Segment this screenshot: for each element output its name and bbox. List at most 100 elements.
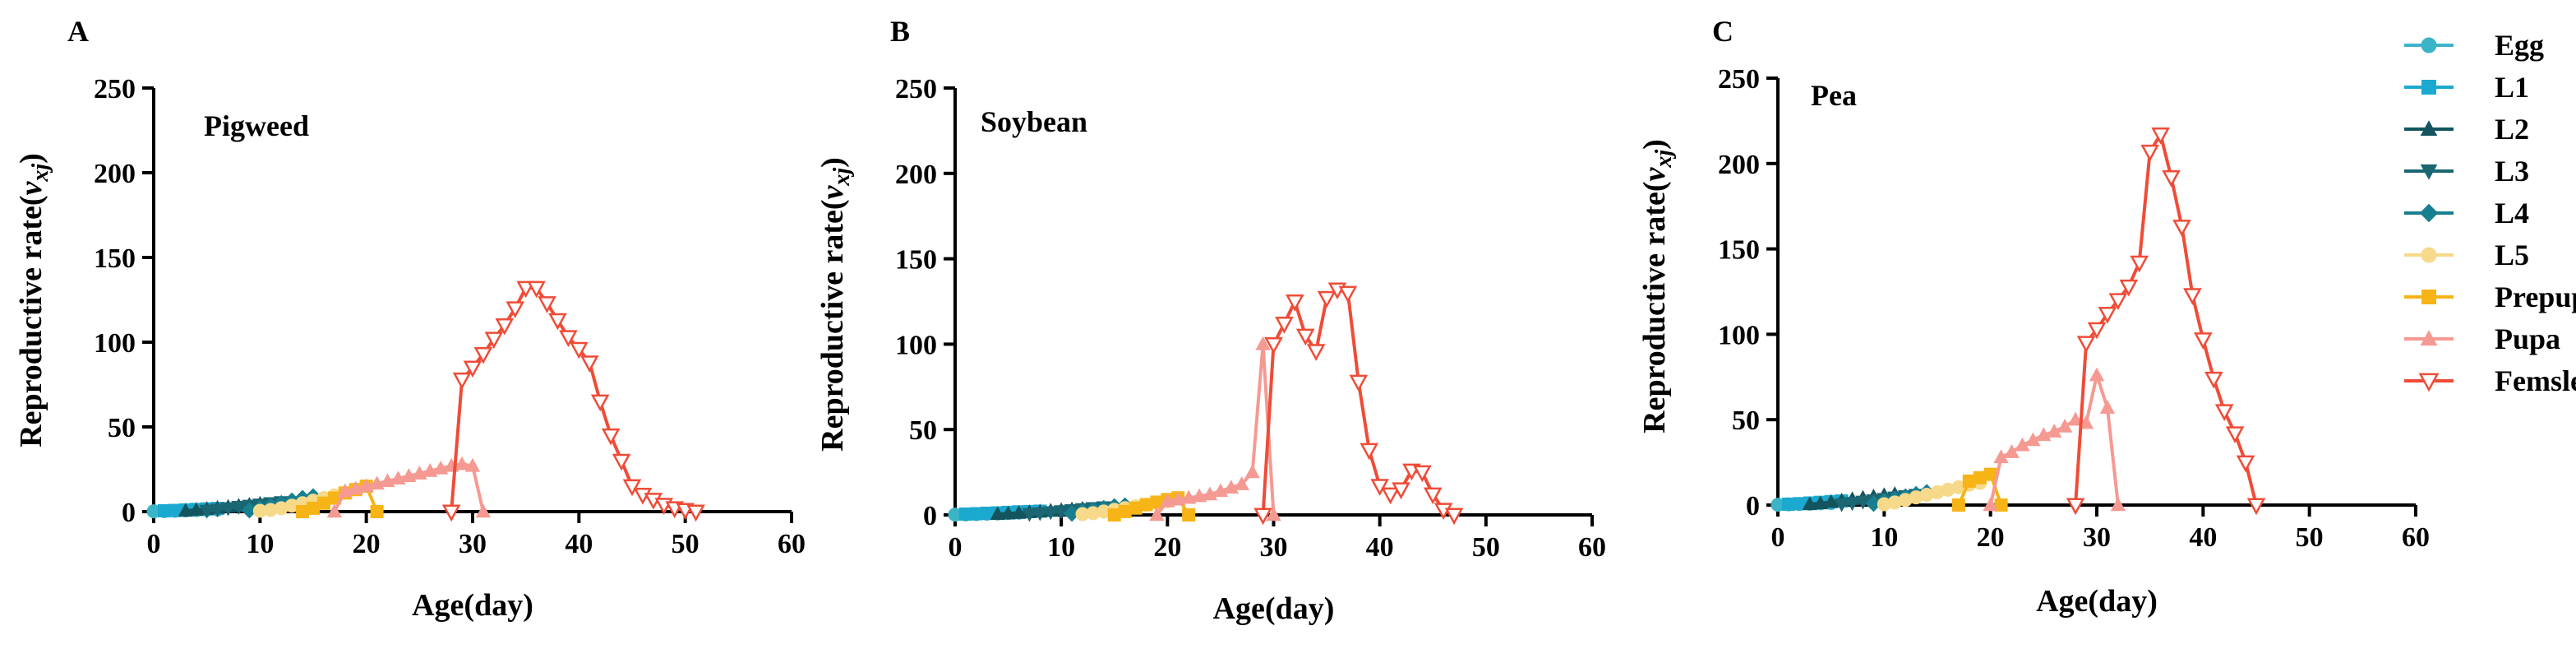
data-point-femsle: [484, 331, 504, 350]
legend: Egg L1 L2 L3 L4 L5 Prepupa Pupa Femsle: [2404, 29, 2576, 397]
legend-swatch-marker: [2421, 247, 2437, 263]
legend-item-l1: L1: [2404, 71, 2529, 104]
data-point-pupa: [2089, 367, 2105, 382]
y-tick-label: 50: [1732, 406, 1760, 436]
data-point-femsle: [1370, 479, 1389, 496]
x-tick-label: 60: [778, 529, 806, 559]
series-line-pupa: [1155, 342, 1276, 517]
legend-label: Femsle: [2495, 364, 2576, 397]
data-point-l3: [1855, 495, 1871, 510]
y-tick-label: 150: [94, 243, 136, 274]
data-point-femsle: [2183, 288, 2202, 305]
data-point-l2: [1802, 496, 1817, 511]
y-tick-label: 250: [94, 74, 136, 104]
data-point-prepupa: [1182, 508, 1196, 522]
legend-item-femsle: Femsle: [2404, 364, 2576, 397]
x-tick-label: 30: [2083, 522, 2111, 553]
legend-label: L4: [2495, 197, 2529, 229]
legend-item-l4: L4: [2404, 197, 2529, 229]
data-point-femsle: [570, 341, 589, 359]
data-point-femsle: [1349, 374, 1369, 392]
legend-swatch-marker: [2421, 290, 2436, 304]
data-point-l2: [1000, 505, 1016, 520]
data-point-prepupa: [370, 505, 384, 518]
panel-b: B Soybean 0 50 100 150 200 250 0 10 20 30 40 50 60 Age(…: [815, 15, 1606, 626]
data-point-pupa: [2025, 432, 2041, 447]
data-point-femsle: [1264, 336, 1283, 355]
data-point-l2: [1823, 494, 1839, 508]
y-tick-label: 50: [108, 413, 136, 443]
data-point-l4: [1064, 505, 1081, 522]
data-point-l3: [1043, 506, 1059, 521]
x-tick-label: 10: [1870, 522, 1898, 553]
y-label-text: Reproductive rate: [1637, 192, 1672, 433]
data-point-l2: [990, 506, 1005, 521]
legend-label: L2: [2495, 113, 2529, 146]
data-point-femsle: [2151, 127, 2170, 145]
data-point-pupa: [1160, 493, 1175, 508]
data-point-prepupa: [1129, 501, 1143, 515]
data-point-l3: [1053, 505, 1069, 520]
data-point-prepupa: [1139, 498, 1153, 512]
data-point-femsle: [1286, 294, 1304, 312]
data-point-pupa: [1234, 476, 1249, 490]
data-point-prepupa: [307, 501, 320, 515]
legend-label: Pupa: [2495, 322, 2560, 355]
data-point-femsle: [2246, 498, 2266, 516]
data-point-femsle: [622, 479, 642, 497]
data-point-pupa: [2015, 437, 2030, 452]
legend-item-pupa: Pupa: [2404, 322, 2560, 355]
x-axis-label: Age(day): [2036, 584, 2158, 619]
data-point-femsle: [2130, 255, 2149, 273]
y-label-text: Reproductive rate: [815, 210, 850, 452]
data-point-pupa: [1983, 497, 1998, 512]
data-point-pupa: [1191, 488, 1207, 503]
data-point-femsle: [2087, 322, 2107, 340]
data-point-femsle: [686, 504, 705, 522]
data-point-pupa: [2110, 497, 2126, 512]
legend-item-l3: L3: [2404, 155, 2529, 188]
y-tick-label: 150: [895, 245, 937, 276]
y-tick-label: 200: [94, 159, 136, 189]
series-line-femsle: [450, 286, 696, 513]
data-point-femsle: [612, 453, 631, 471]
panel-letter: A: [67, 15, 89, 48]
legend-label: L3: [2495, 155, 2529, 188]
data-point-l3: [231, 501, 247, 515]
data-point-femsle: [601, 428, 621, 446]
series-prepupa: [1107, 491, 1196, 522]
data-point-l1: [958, 507, 972, 521]
data-point-prepupa: [1994, 498, 2008, 512]
y-label-subscript: xj: [28, 164, 53, 183]
data-point-femsle: [2076, 336, 2096, 353]
data-point-l1: [168, 503, 182, 517]
y-tick-label: 0: [923, 501, 937, 531]
panel-title: Pigweed: [204, 109, 309, 142]
x-axis-label: Age(day): [412, 588, 533, 623]
data-point-pupa: [1170, 491, 1186, 506]
x-tick-label: 50: [672, 529, 699, 559]
y-label-symbol: v: [14, 180, 48, 195]
data-point-femsle: [1360, 443, 1379, 461]
data-point-l2: [178, 503, 193, 517]
y-label-paren-open: (: [1637, 181, 1672, 192]
data-point-pupa: [2067, 411, 2084, 426]
legend-swatch-marker: [2420, 120, 2438, 137]
y-axis-label: Reproductive rate(vxj): [14, 153, 53, 447]
x-tick-label: 50: [1472, 532, 1500, 563]
y-axis-label: Reproductive rate(vxj): [815, 157, 855, 452]
y-label-paren-open: (: [815, 199, 850, 210]
data-point-l1: [157, 503, 171, 517]
data-point-femsle: [1295, 328, 1315, 346]
x-axis-label: Age(day): [1213, 591, 1335, 626]
series-pupa: [1983, 367, 2126, 512]
x-tick-label: 10: [1047, 532, 1075, 563]
data-point-prepupa: [1973, 471, 1987, 484]
legend-item-l2: L2: [2404, 113, 2529, 146]
y-tick-label: 50: [909, 415, 937, 446]
x-tick-label: 10: [246, 529, 274, 559]
data-point-l2: [188, 502, 204, 517]
data-point-femsle: [1381, 487, 1400, 505]
data-point-l3: [210, 503, 225, 518]
